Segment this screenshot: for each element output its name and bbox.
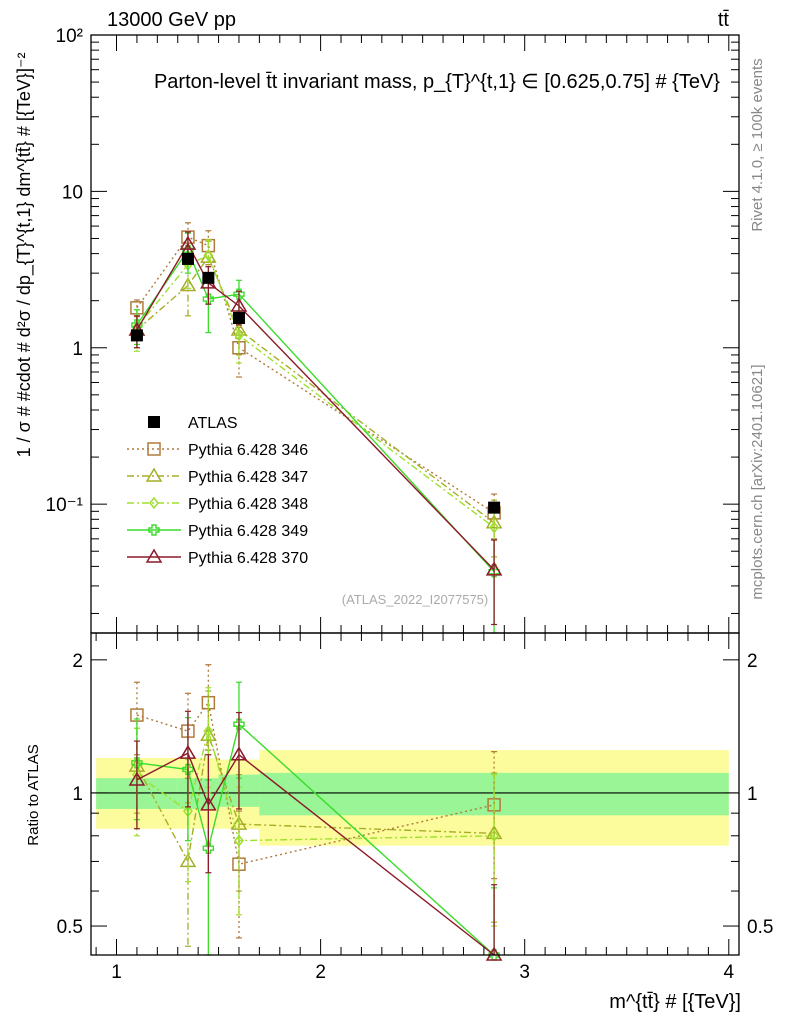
watermark: (ATLAS_2022_I2077575) bbox=[342, 592, 488, 607]
main-point bbox=[485, 514, 503, 529]
mcplots-label: mcplots.cern.ch [arXiv:2401.10621] bbox=[749, 364, 766, 599]
ratio-point bbox=[234, 834, 244, 847]
legend-label-3: Pythia 6.428 348 bbox=[188, 496, 308, 513]
ratio-content bbox=[91, 664, 739, 961]
main-point bbox=[489, 521, 500, 534]
main-point bbox=[488, 501, 501, 514]
main-y-tick-label: 10 bbox=[62, 182, 83, 203]
main-point bbox=[203, 249, 214, 262]
ratio-point bbox=[203, 724, 214, 738]
ratio-point bbox=[230, 746, 248, 761]
main-point bbox=[179, 277, 197, 292]
main-point bbox=[234, 329, 244, 342]
ratio-point bbox=[128, 771, 146, 786]
ratio-y-tick-label-left: 2 bbox=[72, 651, 83, 672]
ratio-point bbox=[202, 842, 215, 854]
main-content bbox=[128, 222, 503, 634]
legend-marker-2 bbox=[145, 467, 163, 482]
ratio-frame bbox=[90, 632, 740, 956]
legend-label-5: Pythia 6.428 370 bbox=[188, 550, 308, 567]
main-series-0 bbox=[130, 252, 501, 514]
ratio-point bbox=[179, 744, 197, 759]
legend-label-1: Pythia 6.428 346 bbox=[188, 442, 308, 459]
ratio-point bbox=[489, 829, 500, 842]
ratio-point bbox=[182, 763, 194, 776]
x-tick-label: 3 bbox=[519, 962, 530, 983]
main-axes: 10⁻¹ 1 10 10² bbox=[46, 26, 739, 633]
main-y-tick-label: 10⁻¹ bbox=[46, 495, 84, 516]
legend-marker-0 bbox=[148, 416, 160, 428]
ratio-y-tick-label-left: 0.5 bbox=[57, 917, 83, 938]
main-line-3 bbox=[136, 254, 495, 528]
ratio-axes: 0.5 0.5 1 1 2 2 1 2 3 4 bbox=[57, 633, 773, 983]
main-point bbox=[230, 297, 248, 312]
legend-label-4: Pythia 6.428 349 bbox=[188, 523, 308, 540]
ratio-point bbox=[200, 796, 217, 811]
x-tick-label: 4 bbox=[724, 962, 735, 983]
legend: ATLAS Pythia 6.428 346 Pythia 6.428 347 Pyt… bbox=[127, 415, 308, 567]
legend-marker-5 bbox=[145, 548, 163, 563]
main-point bbox=[232, 312, 245, 325]
main-point bbox=[130, 329, 143, 342]
ratio-y-tick-label-left: 1 bbox=[72, 784, 83, 805]
x-tick-label: 1 bbox=[111, 962, 122, 983]
legend-marker-3 bbox=[149, 496, 159, 510]
header-right: tt̄ bbox=[718, 9, 730, 31]
legend-marker-1 bbox=[147, 442, 161, 456]
legend-marker-4 bbox=[148, 524, 160, 536]
ratio-point bbox=[200, 726, 217, 742]
main-point bbox=[233, 288, 245, 300]
main-y-tick-label: 10² bbox=[56, 26, 83, 47]
ratio-series-4 bbox=[128, 710, 503, 961]
ratio-point bbox=[131, 757, 143, 769]
main-point bbox=[181, 252, 194, 265]
main-y-tick-label: 1 bbox=[72, 339, 83, 360]
chart-title: Parton-level t̄t invariant mass, p_{T}^{… bbox=[154, 71, 720, 93]
legend-label-2: Pythia 6.428 347 bbox=[188, 469, 308, 486]
main-frame-fill bbox=[91, 35, 739, 633]
ratio-y-tick-label-right: 2 bbox=[747, 651, 758, 672]
ratio-point bbox=[233, 718, 245, 730]
legend-label-0: ATLAS bbox=[188, 415, 238, 432]
x-tick-label: 2 bbox=[315, 962, 326, 983]
ratio-y-tick-label-right: 0.5 bbox=[747, 917, 773, 938]
main-point bbox=[485, 561, 503, 576]
ratio-line-0 bbox=[136, 700, 495, 866]
ratio-ylabel: Ratio to ATLAS bbox=[25, 744, 42, 845]
ratio-panel: 0.5 0.5 1 1 2 2 1 2 3 4 bbox=[57, 632, 773, 983]
header-left: 13000 GeV pp bbox=[107, 9, 236, 31]
main-point bbox=[179, 235, 197, 250]
main-point bbox=[488, 565, 500, 578]
ratio-line-2 bbox=[136, 728, 495, 842]
main-point bbox=[202, 271, 215, 284]
main-ylabel: 1 / σ # #cdot # d²σ / dp_{T}^{t,1} dm^{t… bbox=[14, 53, 35, 458]
xlabel: m^{tt̄} # [{TeV}] bbox=[609, 991, 741, 1013]
ratio-y-tick-label-right: 1 bbox=[747, 784, 758, 805]
rivet-label: Rivet 4.1.0, ≥ 100k events bbox=[749, 58, 766, 231]
ratio-point bbox=[485, 946, 503, 961]
main-panel: 10⁻¹ 1 10 10² Parton-level t̄t invariant ma… bbox=[46, 26, 740, 634]
